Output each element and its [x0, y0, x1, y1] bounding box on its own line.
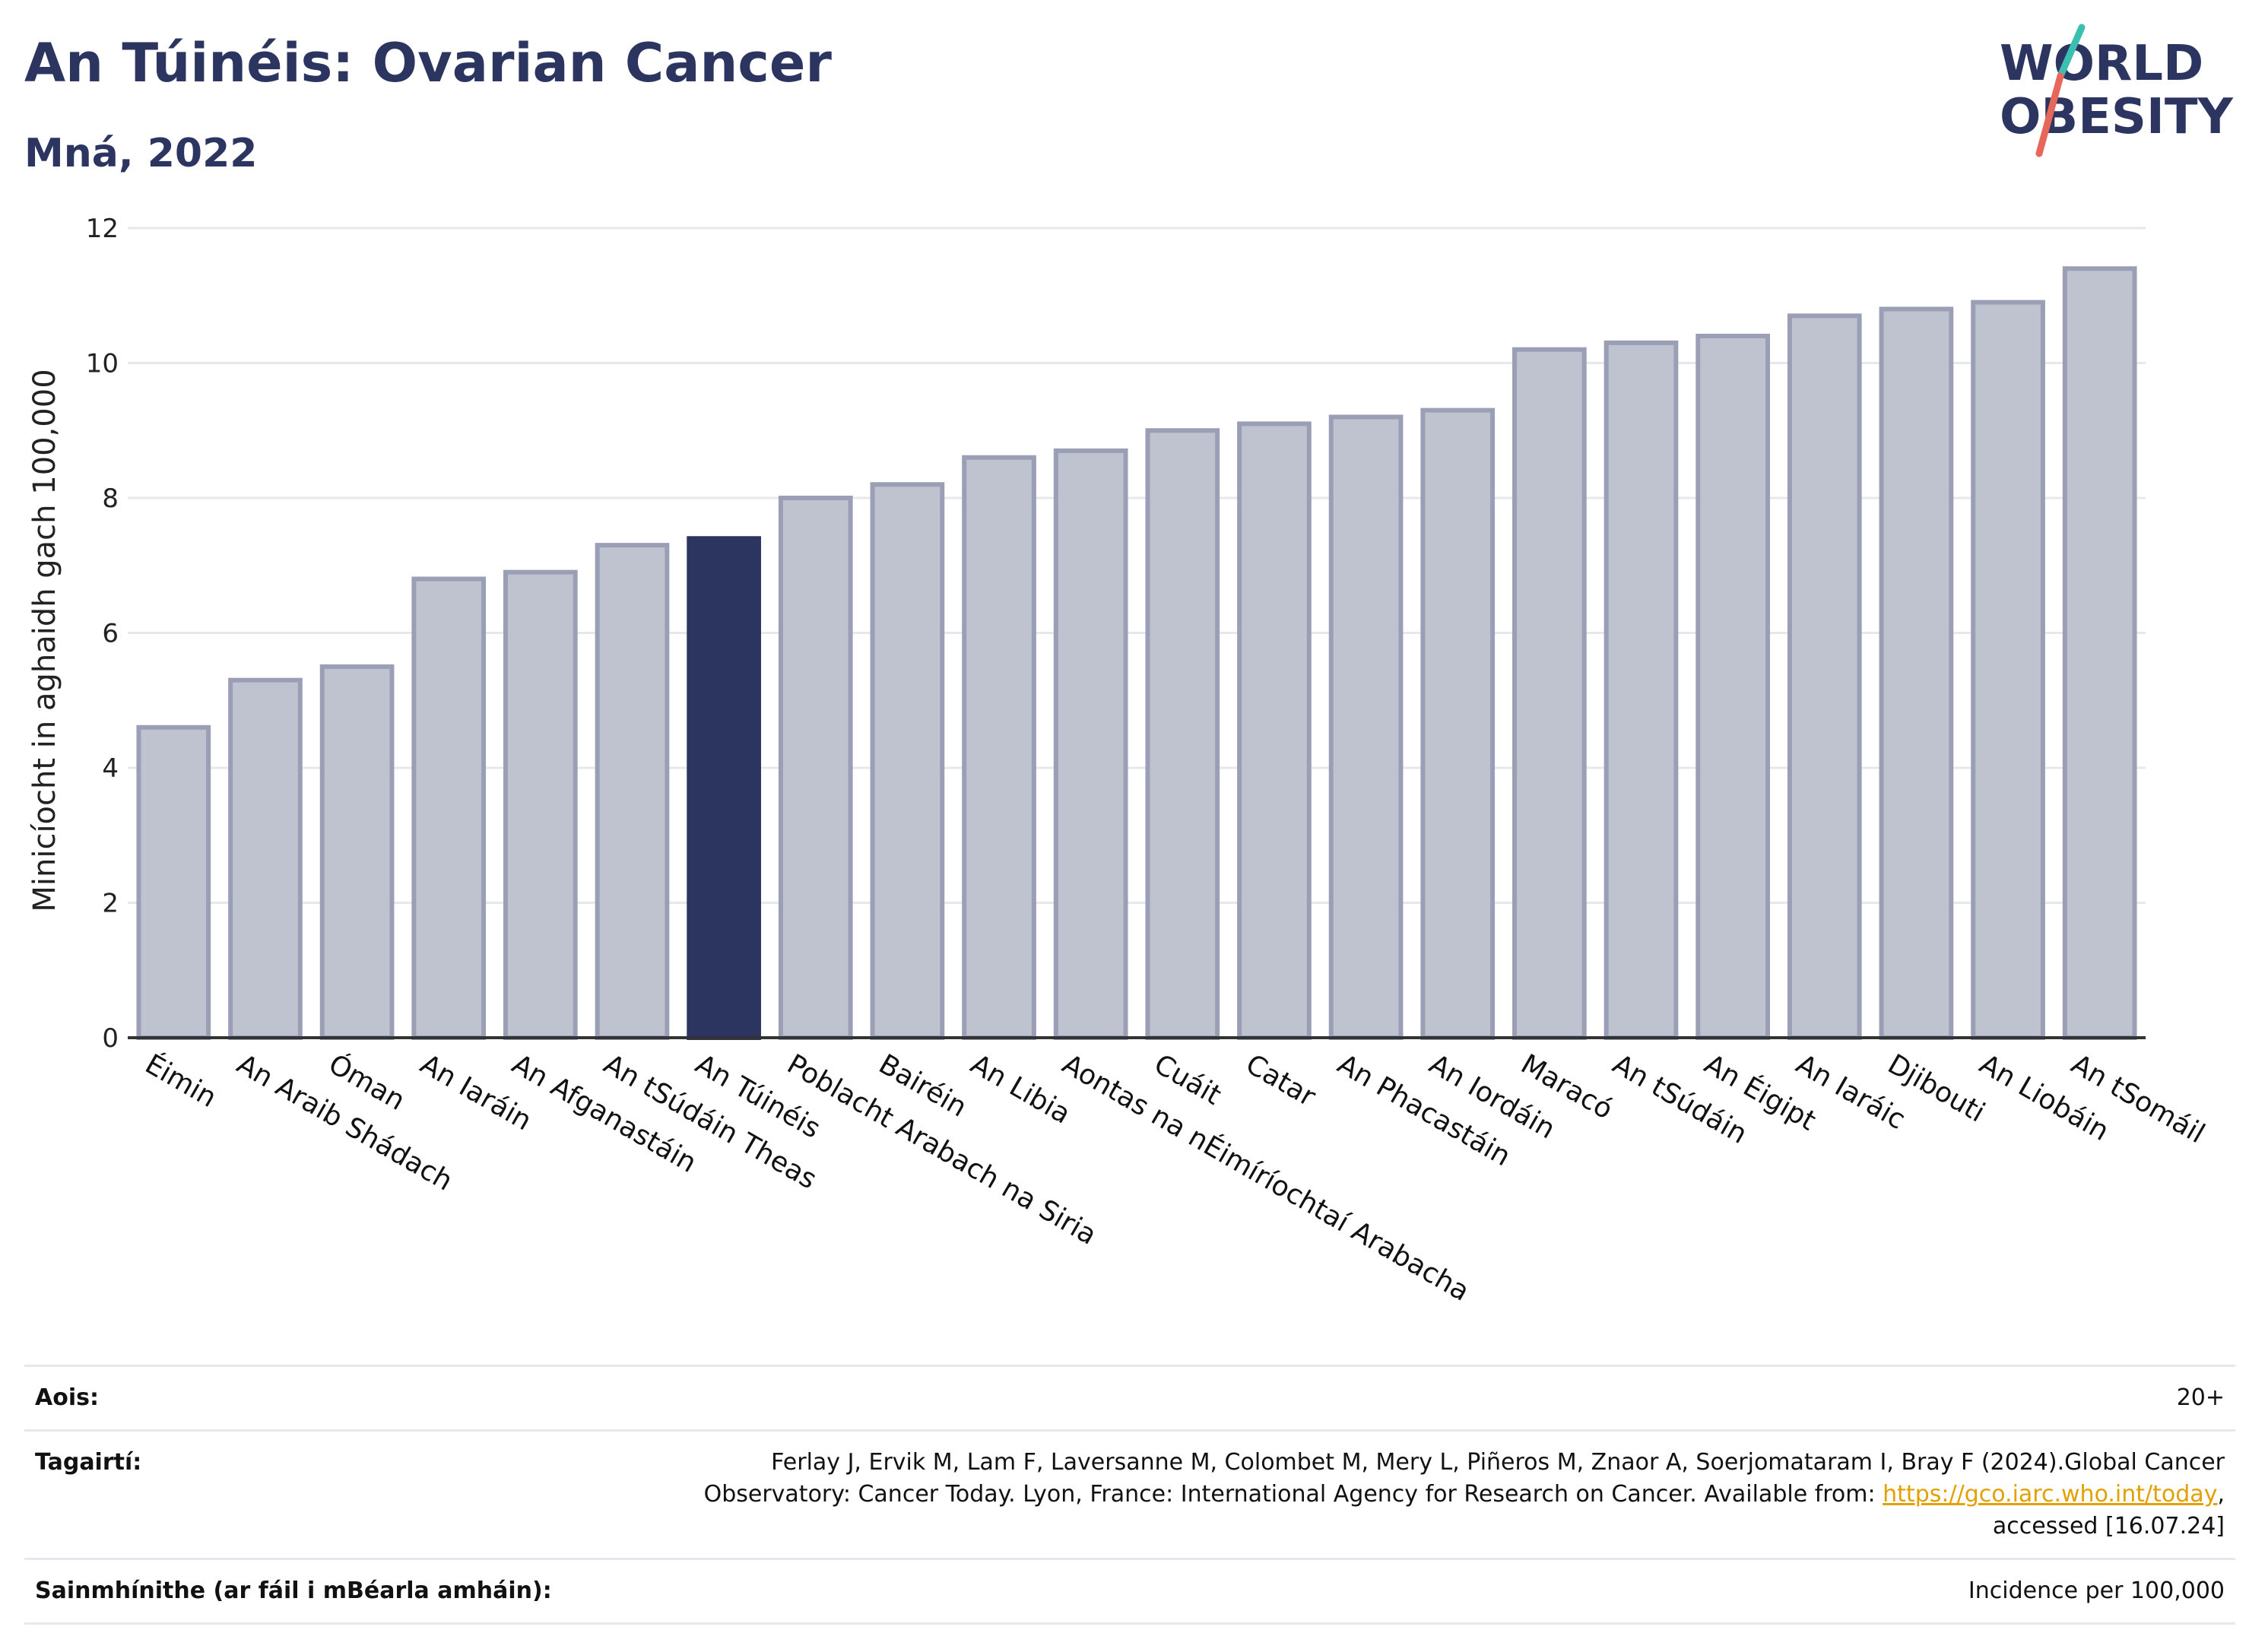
logo-slash-teal [2057, 24, 2086, 80]
bar [1328, 414, 1404, 1040]
bar [1603, 340, 1679, 1040]
y-tick-label: 8 [102, 484, 119, 514]
logo-slash-red [2035, 72, 2064, 157]
references-text-1: Ferlay J, Ervik M, Lam F, Laversanne M, … [703, 1449, 2225, 1508]
references-label: Tagairtí: [35, 1449, 142, 1476]
y-tick-label: 6 [102, 619, 119, 649]
bar [962, 455, 1036, 1040]
page-title: An Túinéis: Ovarian Cancer [24, 32, 832, 94]
logo-line1: WORLD [2000, 36, 2203, 92]
definitions-row: Sainmhínithe (ar fáil i mBéarla amháin):… [24, 1558, 2235, 1625]
age-row: Aois: 20+ [24, 1365, 2235, 1429]
y-tick-label: 10 [86, 349, 119, 379]
y-tick-label: 0 [102, 1023, 119, 1054]
bar [503, 569, 578, 1040]
bar [870, 482, 945, 1040]
references-text-2: , accessed [16.07.24] [1992, 1481, 2225, 1539]
references-row: Tagairtí: Ferlay J, Ervik M, Lam F, Lave… [24, 1429, 2235, 1558]
bar [778, 496, 853, 1040]
bar [1145, 428, 1220, 1040]
y-tick-label: 12 [86, 214, 119, 244]
bar [1053, 448, 1128, 1040]
bar [136, 725, 211, 1040]
bar [595, 543, 670, 1040]
x-tick-label: An Libia [966, 1048, 1076, 1130]
world-obesity-logo: WORLD OBESITY [2000, 24, 2233, 157]
age-label: Aois: [35, 1384, 99, 1411]
bar [1420, 407, 1496, 1040]
bar [1512, 347, 1587, 1040]
bar [228, 677, 303, 1040]
definitions-value: Incidence per 100,000 [1968, 1577, 2225, 1604]
details-table: Aois: 20+ Tagairtí: Ferlay J, Ervik M, L… [24, 1365, 2235, 1625]
bar [1879, 306, 1954, 1040]
bar [1237, 421, 1312, 1040]
references-value: Ferlay J, Ervik M, Lam F, Laversanne M, … [628, 1447, 2225, 1543]
bar-highlight [687, 536, 761, 1040]
logo-line2: OBESITY [2000, 89, 2233, 145]
y-tick-label: 4 [102, 753, 119, 784]
bar [411, 576, 487, 1040]
x-tick-label: Catar [1240, 1048, 1321, 1113]
bar [1695, 334, 1770, 1040]
references-link[interactable]: https://gco.iarc.who.int/today [1883, 1481, 2218, 1508]
bar [1787, 313, 1862, 1040]
bar-chart: 0 2 4 6 8 10 12 Minicíocht in aghaidh gach 100,… [27, 214, 2210, 1308]
bar [319, 664, 395, 1040]
page-subtitle: Mná, 2022 [24, 131, 258, 176]
definitions-label: Sainmhínithe (ar fáil i mBéarla amháin): [35, 1577, 552, 1604]
x-tick-label: Éimin [140, 1048, 222, 1114]
bar [1971, 300, 2045, 1040]
age-value: 20+ [2176, 1384, 2225, 1411]
y-tick-label: 2 [102, 889, 119, 919]
y-axis-title: Minicíocht in aghaidh gach 100,000 [27, 369, 62, 912]
bar [2062, 266, 2137, 1040]
